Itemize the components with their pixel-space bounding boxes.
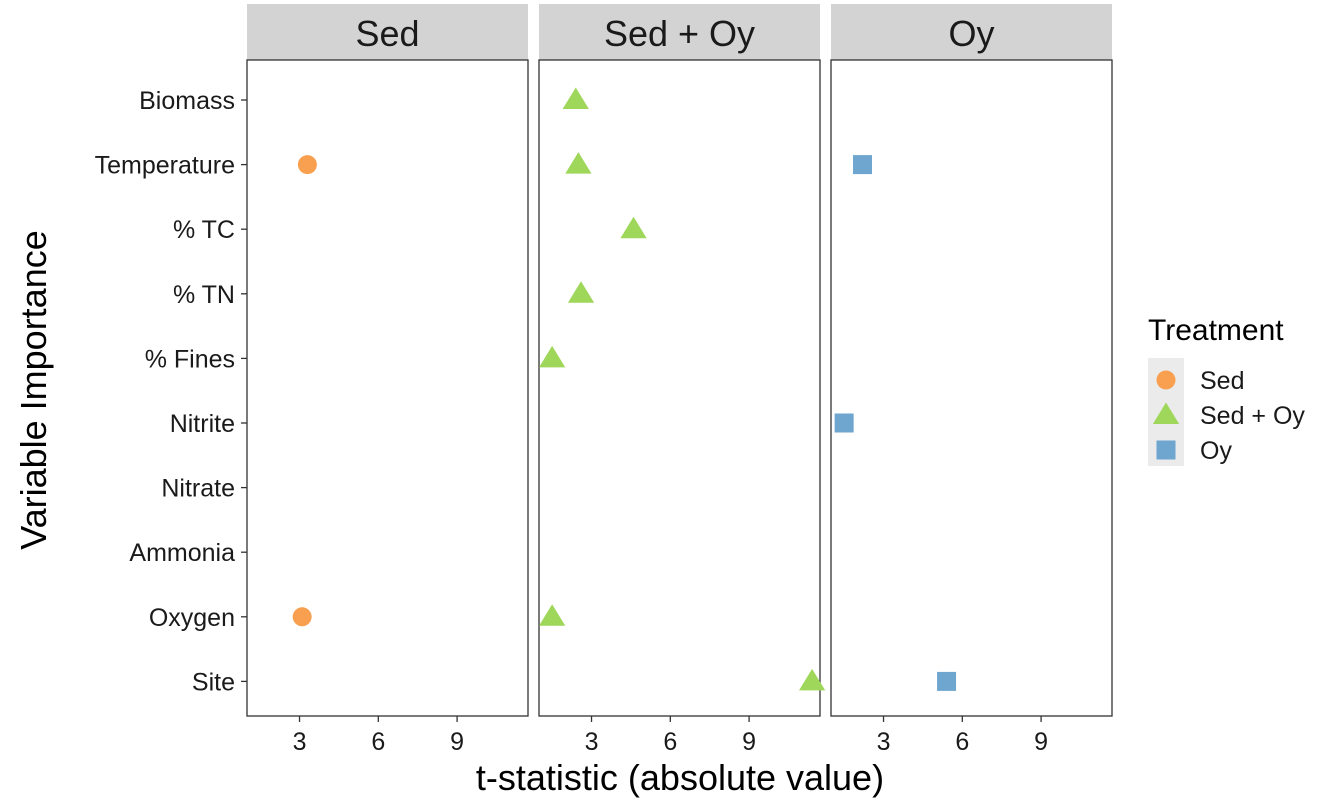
- series-oy: [834, 155, 957, 691]
- legend-key-sed-oy: [1152, 402, 1180, 424]
- legend: Treatment Sed Sed + Oy Oy: [1148, 314, 1305, 466]
- y-tick-label-nitrite: Nitrite: [170, 410, 235, 438]
- x-tick-label: 6: [371, 728, 385, 756]
- point-sed-oy-temperature: [565, 152, 592, 174]
- x-tick-label: 3: [293, 728, 307, 756]
- legend-label: Sed: [1200, 367, 1244, 395]
- facet-strip: [539, 4, 820, 60]
- y-tick-label-ammonia: Ammonia: [129, 539, 235, 567]
- facet-panel-oy: Oy 3 6 9: [830, 4, 1113, 756]
- point-sed-temperature: [297, 155, 317, 175]
- y-tick-label-nitrate: Nitrate: [161, 475, 235, 503]
- series-sed: [292, 155, 317, 627]
- legend-key-sed: [1156, 370, 1176, 390]
- y-tick-label-oxygen: Oxygen: [149, 604, 235, 632]
- y-tick-label-biomass: Biomass: [139, 87, 235, 115]
- facet-strip: [247, 4, 528, 60]
- point-sed-oy-tn: [567, 281, 595, 303]
- y-tick-label-fines: % Fines: [145, 345, 235, 373]
- point-oy-site: [937, 671, 957, 691]
- x-tick-label: 3: [877, 728, 891, 756]
- y-tick-label-temperature: Temperature: [95, 152, 235, 180]
- legend-title: Treatment: [1148, 314, 1284, 347]
- y-axis-title: Variable Importance: [13, 230, 54, 550]
- y-tick-label-tn: % TN: [173, 281, 235, 309]
- legend-entry-oy: Oy: [1156, 437, 1232, 465]
- legend-label: Sed + Oy: [1200, 402, 1305, 430]
- x-axis-title: t-statistic (absolute value): [476, 757, 884, 798]
- facet-strip: [831, 4, 1112, 60]
- facet-strip-label: Sed: [355, 13, 419, 54]
- point-oy-temperature: [853, 155, 873, 175]
- legend-entry-sed-oy: Sed + Oy: [1152, 402, 1305, 430]
- facet-panel-sed: Sed 3 6 9: [246, 4, 529, 756]
- legend-items: Sed Sed + Oy Oy: [1152, 367, 1305, 465]
- x-tick-label: 3: [585, 728, 599, 756]
- point-sed-oxygen: [292, 607, 312, 627]
- legend-key-oy: [1156, 440, 1176, 460]
- facet-panels: Sed 3 6 9 Sed + Oy 3 6 9 Oy 3 6 9: [246, 4, 1113, 756]
- x-tick-label: 9: [450, 728, 464, 756]
- facet-panel-sed-oy: Sed + Oy 3 6 9: [538, 4, 826, 756]
- x-tick-label: 9: [1034, 728, 1048, 756]
- legend-label: Oy: [1200, 437, 1232, 465]
- x-tick-label: 6: [955, 728, 969, 756]
- point-sed-oy-oxygen: [539, 604, 566, 626]
- panel-frame: [246, 59, 529, 717]
- point-sed-oy-biomass: [562, 87, 589, 109]
- facet-strip-label: Oy: [948, 13, 994, 54]
- point-sed-oy-tc: [620, 216, 647, 239]
- y-axis: Biomass Temperature % TC % TN % Fines Nitrite…: [95, 87, 247, 696]
- series-sed-oy: [539, 87, 826, 691]
- point-sed-oy-fines: [539, 345, 566, 368]
- facet-strip-label: Sed + Oy: [604, 13, 755, 54]
- point-oy-nitrite: [834, 413, 854, 433]
- point-sed-oy-site: [798, 668, 826, 691]
- y-tick-label-tc: % TC: [173, 216, 235, 244]
- panel-frame: [830, 59, 1113, 717]
- x-tick-label: 6: [663, 728, 677, 756]
- x-tick-label: 9: [742, 728, 756, 756]
- legend-entry-sed: Sed: [1156, 367, 1244, 395]
- y-tick-label-site: Site: [192, 668, 235, 696]
